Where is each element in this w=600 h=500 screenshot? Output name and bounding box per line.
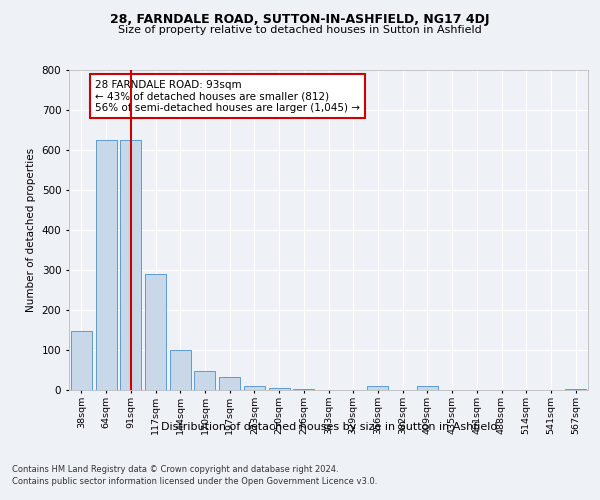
Bar [269,388,290,390]
Bar [71,331,92,390]
Bar [417,386,438,390]
Bar [219,377,240,390]
Bar [244,386,265,390]
Y-axis label: Number of detached properties: Number of detached properties [26,148,36,312]
Bar [194,371,215,390]
Bar [145,274,166,390]
Text: Size of property relative to detached houses in Sutton in Ashfield: Size of property relative to detached ho… [118,25,482,35]
Bar [565,389,586,390]
Bar [170,350,191,390]
Text: Distribution of detached houses by size in Sutton in Ashfield: Distribution of detached houses by size … [161,422,497,432]
Text: Contains public sector information licensed under the Open Government Licence v3: Contains public sector information licen… [12,478,377,486]
Bar [293,389,314,390]
Bar [95,140,116,390]
Text: 28, FARNDALE ROAD, SUTTON-IN-ASHFIELD, NG17 4DJ: 28, FARNDALE ROAD, SUTTON-IN-ASHFIELD, N… [110,12,490,26]
Bar [120,140,141,390]
Bar [367,386,388,390]
Text: 28 FARNDALE ROAD: 93sqm
← 43% of detached houses are smaller (812)
56% of semi-d: 28 FARNDALE ROAD: 93sqm ← 43% of detache… [95,80,360,113]
Text: Contains HM Land Registry data © Crown copyright and database right 2024.: Contains HM Land Registry data © Crown c… [12,465,338,474]
